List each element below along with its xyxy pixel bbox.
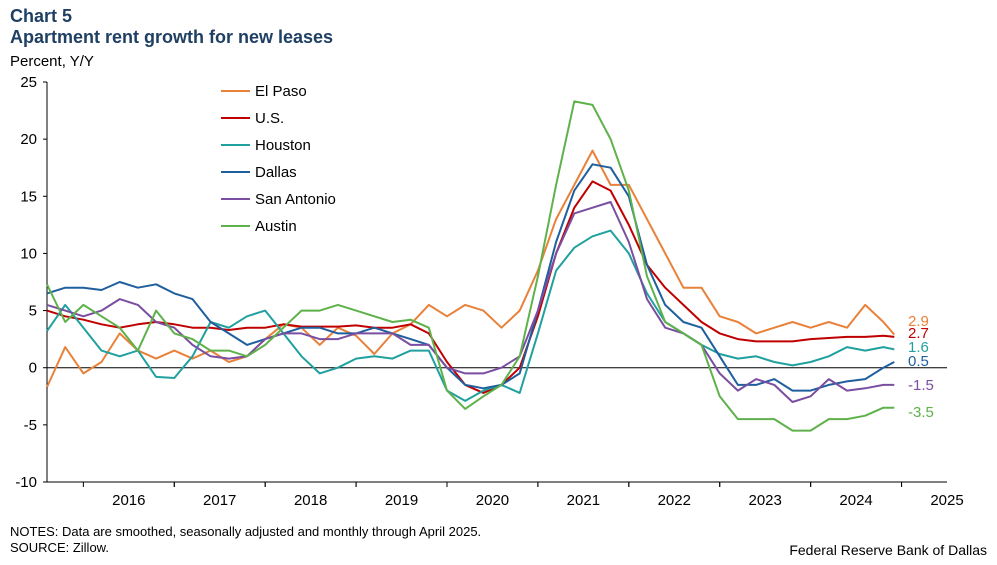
y-tick-label: 0 [29, 360, 37, 377]
y-tick-label: 15 [20, 188, 37, 205]
y-tick-label: -5 [24, 417, 37, 434]
legend-label-u-s-: U.S. [255, 110, 284, 127]
series-line-u-s- [46, 180, 895, 394]
notes-block: NOTES: Data are smoothed, seasonally adj… [10, 524, 481, 556]
series-line-san-antonio [46, 201, 895, 403]
x-tick-label: 2024 [839, 492, 872, 509]
end-label-houston: 1.6 [908, 339, 929, 356]
end-label-u-s-: 2.7 [908, 325, 929, 342]
notes-text: NOTES: Data are smoothed, seasonally adj… [10, 524, 482, 539]
x-tick-label: 2017 [203, 492, 236, 509]
x-tick-label: 2025 [930, 492, 963, 509]
series-line-el-paso [46, 149, 896, 388]
x-tick-label: 2021 [567, 492, 600, 509]
chart-title: Apartment rent growth for new leases [10, 27, 334, 47]
legend-label-san-antonio: San Antonio [255, 191, 336, 208]
series-line-austin [46, 100, 895, 432]
x-tick-label: 2023 [748, 492, 781, 509]
x-tick-label: 2016 [112, 492, 145, 509]
legend-label-austin: Austin [255, 218, 297, 235]
y-tick-label: 10 [20, 245, 37, 262]
y-tick-label: 5 [29, 303, 37, 320]
end-label-austin: -3.5 [908, 404, 934, 421]
x-tick-label: 2019 [385, 492, 418, 509]
series-line-dallas [46, 163, 895, 392]
end-label-san-antonio: -1.5 [908, 377, 934, 394]
x-tick-label: 2022 [658, 492, 691, 509]
y-axis-unit-label: Percent, Y/Y [10, 53, 94, 70]
y-tick-label: 20 [20, 131, 37, 148]
legend-label-dallas: Dallas [255, 164, 297, 181]
end-label-el-paso: 2.9 [908, 313, 929, 330]
chart-label: Chart 5 [10, 6, 73, 26]
end-label-dallas: 0.5 [908, 353, 929, 370]
y-tick-label: 25 [20, 74, 37, 91]
source-text: SOURCE: Zillow. [10, 540, 109, 555]
legend-label-houston: Houston [255, 137, 311, 154]
credit-text: Federal Reserve Bank of Dallas [789, 542, 987, 558]
x-tick-label: 2018 [294, 492, 327, 509]
legend-label-el-paso: El Paso [255, 83, 307, 100]
series-line-houston [46, 229, 895, 402]
x-tick-label: 2020 [476, 492, 509, 509]
y-tick-label: -10 [15, 474, 37, 491]
